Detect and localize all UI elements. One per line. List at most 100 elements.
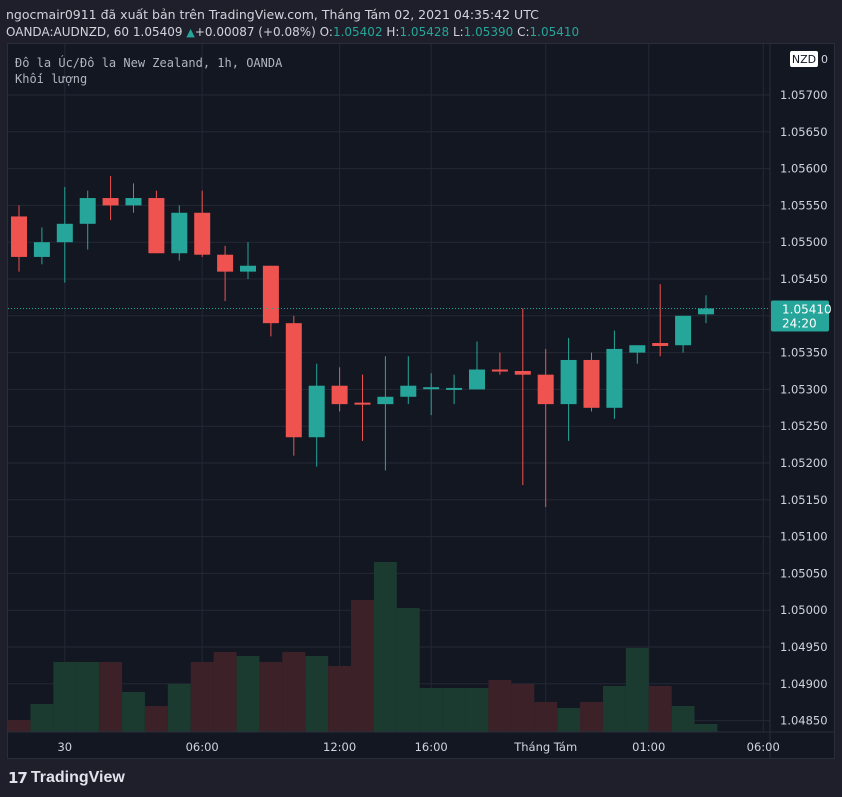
volume-legend-label: Khối lượng [15, 72, 87, 86]
candle-body [102, 198, 119, 206]
candle [514, 308, 531, 486]
candle [125, 183, 142, 213]
open-value: 1.05402 [332, 25, 383, 39]
candle-body [583, 359, 600, 408]
candle [33, 227, 50, 265]
volume-bar [305, 656, 329, 732]
candle [652, 284, 669, 357]
time-tick-label: Tháng Tám [513, 740, 577, 754]
candle-body [377, 396, 394, 405]
candle [446, 374, 463, 405]
candle-body [56, 223, 73, 243]
volume-bars [7, 562, 718, 732]
candle [606, 330, 623, 419]
price-tick-label: 1.05100 [780, 530, 828, 544]
price-tick-label: 1.05600 [780, 162, 828, 176]
candle-body [171, 212, 188, 254]
volume-bar [236, 656, 260, 732]
candle [56, 187, 73, 283]
candle [240, 242, 256, 279]
price-tick-label: 1.05250 [780, 419, 828, 433]
candle-body [400, 385, 417, 397]
currency-label: NZD [792, 53, 816, 66]
tradingview-logo-text: TradingView [30, 769, 125, 786]
candle-body [606, 348, 623, 408]
time-tick-label: 16:00 [415, 740, 448, 754]
time-tick-label: 12:00 [323, 740, 356, 754]
candle-body [240, 265, 256, 272]
candle-body [79, 198, 96, 224]
volume-bar [442, 688, 466, 732]
close-value: 1.05410 [529, 25, 580, 39]
candle [285, 315, 302, 456]
high-label: H: [386, 25, 400, 39]
candle [194, 190, 211, 257]
symbol-ohlc-line: OANDA:AUDNZD, 60 1.05409 ▲+0.00087 (+0.0… [6, 24, 579, 41]
volume-bar [76, 662, 100, 732]
candle [537, 348, 554, 508]
candles [11, 175, 714, 508]
candle [560, 337, 577, 441]
volume-bar [465, 688, 489, 732]
candle-body [308, 385, 325, 438]
price-tick-label: 1.05700 [780, 88, 828, 102]
time-tick-label: 30 [57, 740, 72, 754]
candle-body [560, 359, 577, 405]
candle [583, 352, 600, 412]
volume-bar [534, 702, 558, 732]
current-price-tag [771, 300, 829, 332]
volume-bar [213, 652, 237, 732]
price-tick-label: 1.05200 [780, 456, 828, 470]
candle [79, 190, 96, 250]
high-value: 1.05428 [399, 25, 450, 39]
price-tick-label: 1.05150 [780, 493, 828, 507]
volume-bar [648, 686, 672, 732]
volume-bar [351, 600, 374, 732]
candle-body [217, 254, 234, 272]
tradingview-logo-icon: 17 [8, 769, 28, 787]
volume-bar [99, 662, 123, 732]
time-tick-label: 06:00 [186, 740, 219, 754]
price-tick-label: 1.05300 [780, 382, 828, 396]
candle-body [11, 216, 27, 257]
volume-bar [282, 652, 306, 732]
publish-line: ngocmair0911 đã xuất bản trên TradingVie… [6, 7, 539, 22]
open-label: O: [319, 25, 333, 39]
volume-bar [122, 692, 145, 732]
tradingview-logo[interactable]: 17 TradingView [8, 768, 125, 788]
candle-body [491, 369, 508, 372]
time-tick-label: 06:00 [747, 740, 780, 754]
candle-body [354, 402, 371, 405]
currency-badge [790, 51, 818, 67]
candle [102, 175, 119, 221]
price-tick-label: 1.04950 [780, 640, 828, 654]
volume-bar [580, 702, 603, 732]
volume-bar [694, 724, 718, 732]
candle-body [331, 385, 348, 405]
candle [171, 205, 188, 261]
volume-bar [602, 686, 626, 732]
candle-body [629, 345, 646, 353]
candle [354, 374, 371, 441]
candle-body [469, 369, 485, 390]
candle [11, 205, 27, 272]
candle-body [698, 308, 714, 315]
candle-body [125, 198, 142, 206]
up-arrow-icon: ▲ [186, 26, 195, 39]
candle [217, 245, 234, 302]
chart-frame[interactable] [7, 43, 835, 759]
candle [423, 373, 440, 416]
price-tick-label: 1.04900 [780, 677, 828, 691]
volume-bar [419, 688, 443, 732]
volume-bar [30, 704, 54, 732]
price-tick-label: 1.05650 [780, 125, 828, 139]
volume-bar [190, 662, 214, 732]
candle-body [423, 387, 440, 390]
price-tick-label: 1.05050 [780, 566, 828, 580]
candle [491, 352, 508, 375]
volume-bar [259, 662, 283, 732]
candle-body [537, 374, 554, 405]
candle-body [148, 198, 165, 254]
price-tick-label: 1.05500 [780, 235, 828, 249]
